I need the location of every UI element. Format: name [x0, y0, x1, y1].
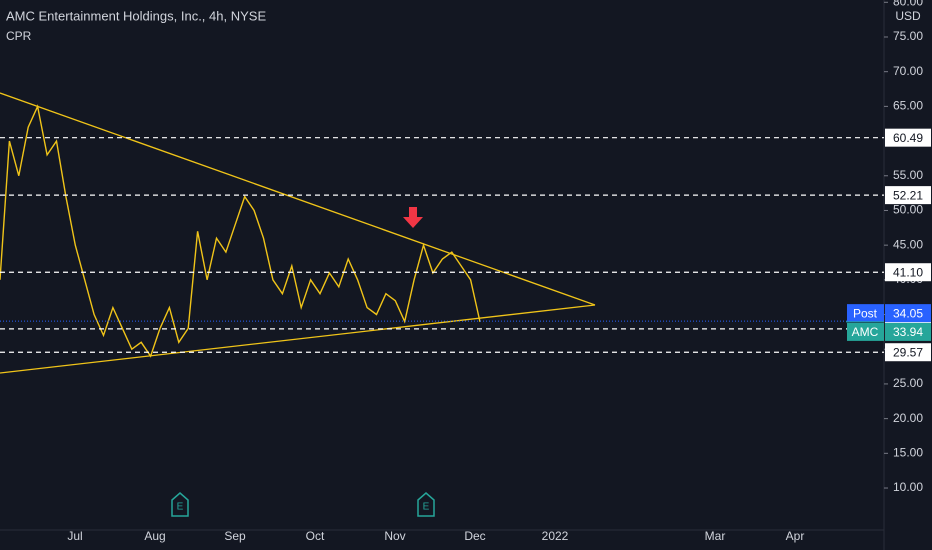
svg-text:E: E [423, 502, 430, 513]
x-tick-label: Sep [224, 529, 246, 543]
lower-trendline [0, 304, 596, 374]
y-tick-label: 25.00 [893, 376, 923, 390]
level-label: 41.10 [893, 265, 923, 279]
earnings-icon: E [417, 492, 435, 517]
earnings-icon: E [171, 492, 189, 517]
x-tick-label: Oct [306, 529, 325, 543]
y-tick-label: 75.00 [893, 29, 923, 43]
chart-title: AMC Entertainment Holdings, Inc., 4h, NY… [6, 8, 266, 23]
y-tick-label: 20.00 [893, 411, 923, 425]
x-tick-label: Apr [786, 529, 805, 543]
level-label-bg [885, 128, 931, 147]
price-line [0, 104, 481, 358]
quote-name: Post [853, 306, 878, 320]
quote-value-bg [885, 322, 931, 341]
x-tick-label: Nov [384, 529, 405, 543]
x-tick-label: Mar [705, 529, 726, 543]
level-label: 52.21 [893, 188, 923, 202]
level-label-bg [885, 186, 931, 205]
y-tick-label: 65.00 [893, 99, 923, 113]
y-tick-label: 70.00 [893, 64, 923, 78]
level-label-bg [885, 343, 931, 362]
quote-value: 34.05 [893, 306, 923, 320]
y-tick-label: 80.00 [893, 0, 923, 8]
currency-label: USD [895, 9, 921, 23]
x-tick-label: 2022 [542, 529, 569, 543]
level-label-bg [885, 263, 931, 282]
y-tick-label: 45.00 [893, 237, 923, 251]
y-tick-label: 10.00 [893, 480, 923, 494]
quote-name-bg [847, 304, 884, 323]
quote-value: 33.94 [893, 325, 923, 339]
y-tick-label: 55.00 [893, 168, 923, 182]
x-tick-label: Jul [67, 529, 82, 543]
down-arrow [403, 207, 423, 228]
y-tick-label: 15.00 [893, 445, 923, 459]
x-tick-label: Dec [464, 529, 485, 543]
quote-name: AMC [852, 325, 879, 339]
quote-value-bg [885, 304, 931, 323]
x-tick-label: Aug [144, 529, 165, 543]
svg-text:E: E [177, 502, 184, 513]
upper-trendline [0, 92, 596, 306]
y-tick-label: 50.00 [893, 203, 923, 217]
level-label: 60.49 [893, 131, 923, 145]
indicator-label: CPR [6, 29, 32, 43]
quote-name-bg [847, 322, 884, 341]
level-label: 29.57 [893, 345, 923, 359]
